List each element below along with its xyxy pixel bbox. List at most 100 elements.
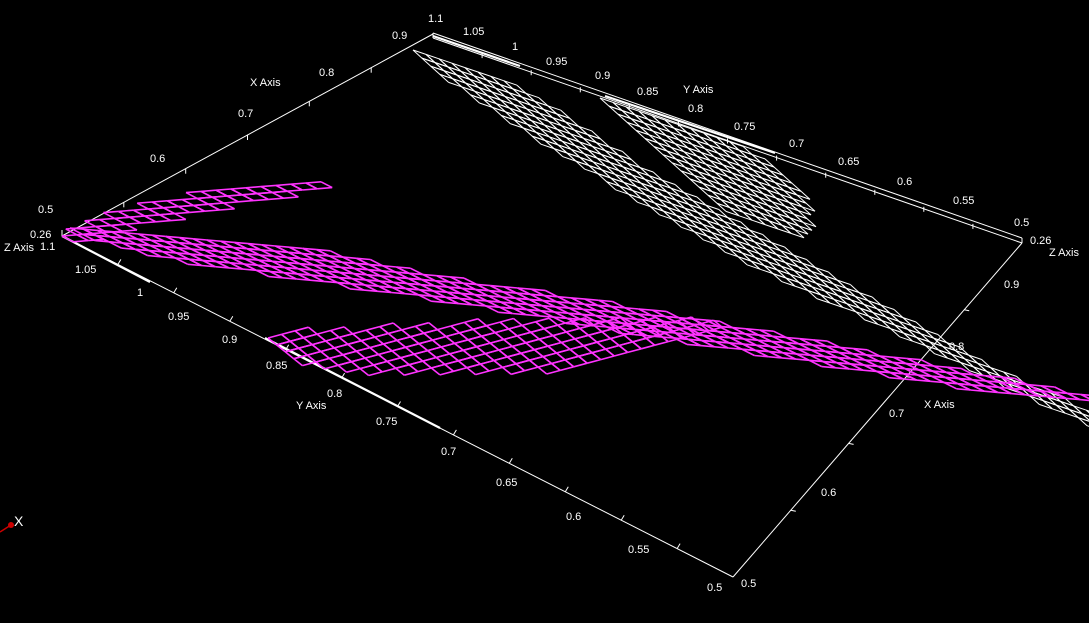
mesh-edge xyxy=(788,202,799,211)
mesh-edge xyxy=(559,366,574,372)
mesh-edge xyxy=(811,286,822,296)
mesh-edge xyxy=(706,235,717,245)
mesh-edge xyxy=(600,138,610,148)
mesh-edge xyxy=(971,384,985,392)
mesh-edge xyxy=(917,374,931,383)
mesh-edge xyxy=(1039,390,1053,398)
mesh-edge xyxy=(535,317,550,323)
mesh-edge xyxy=(658,198,672,205)
mesh-edge xyxy=(690,128,701,138)
mesh-edge xyxy=(626,162,637,172)
mesh-edge xyxy=(853,347,868,351)
mesh-edge xyxy=(391,291,405,295)
mesh-edge xyxy=(815,282,830,288)
mesh-edge xyxy=(835,367,850,370)
mesh-edge xyxy=(259,254,274,257)
mesh-edge xyxy=(231,251,246,260)
mesh-edge xyxy=(985,385,999,389)
mesh-edge xyxy=(477,71,492,77)
mesh-edge xyxy=(932,370,947,374)
mesh-edge xyxy=(859,292,873,298)
mesh-edge xyxy=(1080,393,1089,400)
mesh-edge xyxy=(484,352,495,362)
mesh-edge xyxy=(781,281,796,287)
mesh-edge xyxy=(369,343,384,349)
mesh-edge xyxy=(451,62,462,72)
mesh-edge xyxy=(609,310,624,319)
mesh-edge xyxy=(338,333,353,339)
mesh-edge xyxy=(779,193,794,200)
mesh-edge xyxy=(891,366,905,375)
mesh-edge xyxy=(716,137,727,147)
mesh-edge xyxy=(877,365,891,374)
mesh-edge xyxy=(880,304,891,314)
mesh-edge xyxy=(190,248,205,257)
mesh-edge xyxy=(529,298,543,302)
mesh-edge xyxy=(380,275,394,284)
mesh-edge xyxy=(170,218,186,222)
mesh-edge xyxy=(657,142,668,152)
mesh-edge xyxy=(776,269,791,275)
mesh-edge xyxy=(342,354,353,363)
mesh-edge xyxy=(964,358,974,368)
mesh-edge xyxy=(208,202,224,205)
mesh-edge xyxy=(69,227,84,230)
mesh-edge xyxy=(745,233,755,243)
top-y-tick: 0.75 xyxy=(734,121,755,133)
mesh-edge xyxy=(720,240,734,246)
mesh-edge xyxy=(780,209,791,219)
mesh-edge xyxy=(165,235,179,244)
mesh-edge xyxy=(539,112,553,119)
mesh-edge xyxy=(676,215,690,221)
mesh-edge xyxy=(256,192,269,201)
mesh-edge xyxy=(307,326,318,335)
mesh-edge xyxy=(757,181,772,187)
mesh-edge xyxy=(611,305,625,314)
mesh-edge xyxy=(813,339,828,342)
mesh-edge xyxy=(432,295,446,299)
mesh-edge xyxy=(820,294,835,300)
mesh-edge xyxy=(638,308,652,317)
mesh-edge xyxy=(512,342,527,348)
mesh-edge xyxy=(889,312,900,322)
mesh-edge xyxy=(596,341,607,350)
mesh-edge xyxy=(823,275,834,285)
mesh-edge xyxy=(515,297,530,301)
mesh-edge xyxy=(650,206,664,212)
mesh-edge xyxy=(832,283,843,293)
mesh-edge xyxy=(462,349,473,358)
mesh-edge xyxy=(496,103,510,109)
mesh-edge xyxy=(756,165,767,175)
mesh-edge xyxy=(379,280,394,284)
mesh-edge xyxy=(1014,377,1028,386)
mesh-edge xyxy=(574,334,589,340)
mesh-edge xyxy=(654,202,664,212)
mesh-edge xyxy=(726,160,737,170)
mesh-edge xyxy=(677,316,692,322)
mesh-edge xyxy=(231,256,245,260)
mesh-edge xyxy=(297,273,311,281)
mesh-edge xyxy=(615,323,630,329)
mesh-edge xyxy=(736,225,746,235)
mesh-edge xyxy=(247,242,262,251)
mesh-edge xyxy=(758,237,768,247)
mesh-edge xyxy=(878,360,893,364)
mesh-edge xyxy=(868,315,882,322)
mesh-edge xyxy=(219,208,235,211)
mesh-edge xyxy=(688,204,699,213)
mesh-edge xyxy=(535,321,545,330)
bottom-y-tick: 1 xyxy=(137,287,143,299)
y-axis-title-top: Y Axis xyxy=(683,84,714,96)
mesh-edge xyxy=(474,293,489,297)
mesh-edge xyxy=(960,362,974,368)
mesh-edge xyxy=(380,275,395,278)
mesh-edge xyxy=(734,153,745,163)
mesh-edge xyxy=(776,254,786,263)
mesh-edge xyxy=(771,242,781,252)
mesh-edge xyxy=(414,325,425,334)
mesh-edge xyxy=(560,341,571,351)
mesh-edge xyxy=(422,360,432,369)
mesh-edge xyxy=(780,250,790,260)
mesh-edge xyxy=(140,221,156,224)
